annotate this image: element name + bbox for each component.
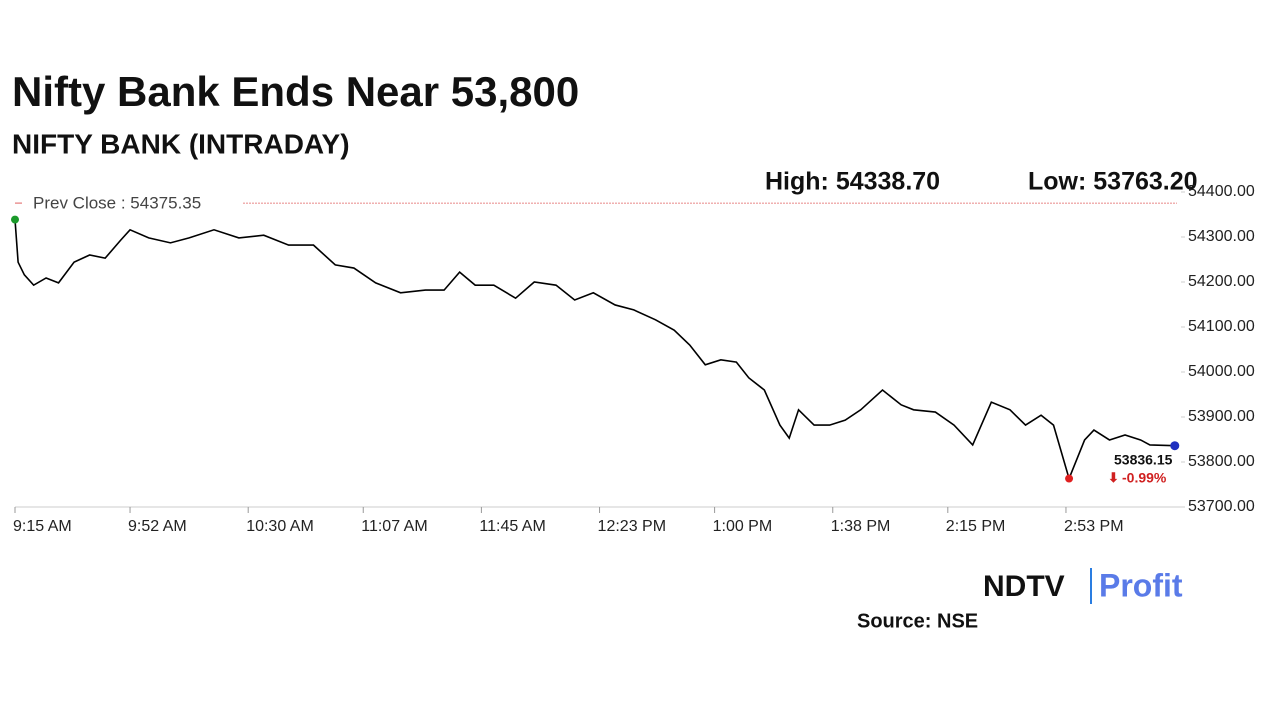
x-tick-label: 11:07 AM bbox=[361, 518, 427, 535]
x-tick-label: 11:45 AM bbox=[479, 518, 545, 535]
x-tick-label: 9:52 AM bbox=[128, 518, 187, 535]
change-arrow: ⬇ bbox=[1108, 470, 1119, 485]
y-tick-label: 53700.00 bbox=[1188, 498, 1255, 515]
x-tick-label: 9:15 AM bbox=[13, 518, 72, 535]
x-tick-label: 1:38 PM bbox=[831, 518, 891, 535]
high-label: High: 54338.70 bbox=[765, 168, 940, 196]
y-tick-label: 53800.00 bbox=[1188, 453, 1255, 470]
start-dot bbox=[11, 215, 19, 224]
x-tick-label: 2:53 PM bbox=[1064, 518, 1124, 535]
end-dot bbox=[1170, 441, 1180, 451]
chart-title: Nifty Bank Ends Near 53,800 bbox=[12, 68, 579, 115]
y-tick-label: 53900.00 bbox=[1188, 408, 1255, 425]
y-tick-label: 54100.00 bbox=[1188, 318, 1255, 335]
y-tick-label: 54200.00 bbox=[1188, 273, 1255, 290]
price-line bbox=[14, 219, 1175, 482]
change-label: -0.99% bbox=[1122, 469, 1167, 485]
brand-ndtv: NDTV bbox=[983, 570, 1065, 603]
x-tick-label: 2:15 PM bbox=[946, 518, 1006, 535]
y-tick-label: 54400.00 bbox=[1188, 183, 1255, 200]
prev-close-label: Prev Close : 54375.35 bbox=[33, 194, 201, 213]
low-label: Low: 53763.20 bbox=[1028, 168, 1198, 196]
source: Source: NSE bbox=[857, 610, 978, 632]
low-dot bbox=[1065, 474, 1074, 483]
last-value-label: 53836.15 bbox=[1114, 451, 1173, 467]
y-tick-label: 54000.00 bbox=[1188, 363, 1255, 380]
x-tick-label: 10:30 AM bbox=[246, 518, 314, 535]
x-tick-label: 1:00 PM bbox=[713, 518, 773, 535]
chart-subtitle: NIFTY BANK (INTRADAY) bbox=[12, 128, 350, 159]
brand-profit: Profit bbox=[1099, 567, 1183, 603]
y-tick-label: 54300.00 bbox=[1188, 228, 1255, 245]
x-tick-label: 12:23 PM bbox=[598, 518, 666, 535]
